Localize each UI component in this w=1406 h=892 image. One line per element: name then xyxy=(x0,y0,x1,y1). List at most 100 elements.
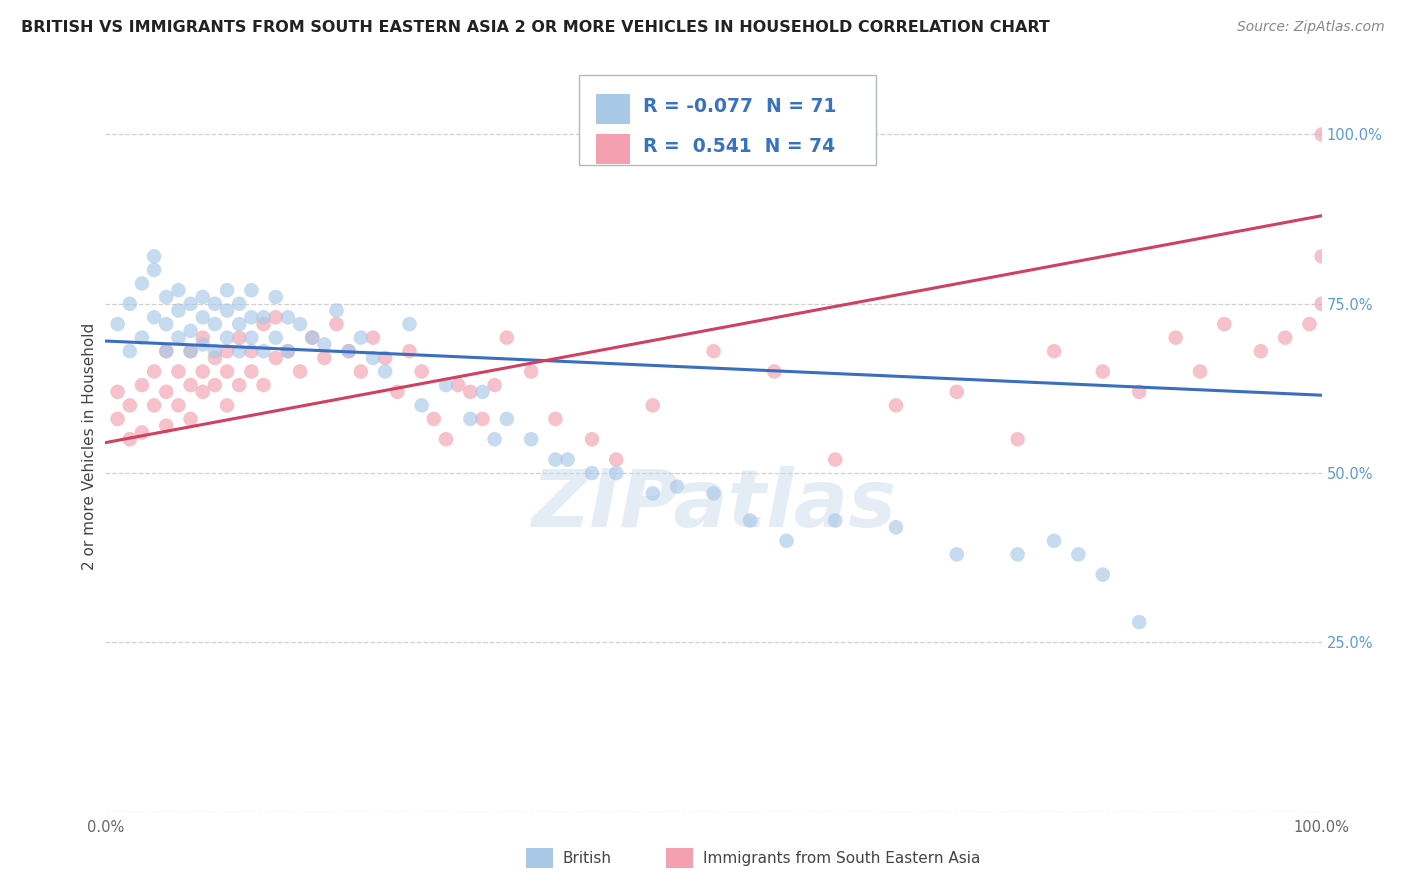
Point xyxy=(1250,344,1272,359)
Text: Immigrants from South Eastern Asia: Immigrants from South Eastern Asia xyxy=(703,851,980,865)
Point xyxy=(143,310,166,325)
Point xyxy=(240,283,263,297)
Point xyxy=(666,480,689,494)
Point xyxy=(1091,567,1114,582)
Point xyxy=(605,452,627,467)
Point xyxy=(143,263,166,277)
Point xyxy=(204,317,226,331)
Point xyxy=(118,432,141,446)
Text: R =  0.541  N = 74: R = 0.541 N = 74 xyxy=(643,136,835,156)
Point xyxy=(107,412,129,426)
Y-axis label: 2 or more Vehicles in Household: 2 or more Vehicles in Household xyxy=(82,322,97,570)
Point xyxy=(228,317,250,331)
Point xyxy=(495,331,517,345)
Point xyxy=(167,398,190,412)
Point xyxy=(217,283,239,297)
Point xyxy=(191,364,214,378)
Point xyxy=(387,384,409,399)
Point xyxy=(520,432,543,446)
Point xyxy=(471,384,494,399)
Point xyxy=(337,344,360,359)
Point xyxy=(252,310,274,325)
Point xyxy=(1310,297,1333,311)
Point xyxy=(702,344,725,359)
Point xyxy=(361,351,384,365)
Point xyxy=(155,344,177,359)
Point xyxy=(228,297,250,311)
Point xyxy=(118,398,141,412)
Point xyxy=(131,425,153,440)
Point xyxy=(557,452,579,467)
Point xyxy=(1274,331,1296,345)
Point xyxy=(180,344,202,359)
Point xyxy=(520,364,543,378)
Point xyxy=(264,310,287,325)
Point xyxy=(1091,364,1114,378)
Point xyxy=(641,398,664,412)
Point xyxy=(314,337,336,351)
Point xyxy=(155,384,177,399)
Point xyxy=(155,290,177,304)
Point xyxy=(204,378,226,392)
Point xyxy=(1007,547,1029,561)
Point xyxy=(277,344,299,359)
Point xyxy=(411,398,433,412)
Point xyxy=(277,344,299,359)
Point xyxy=(288,317,311,331)
Point xyxy=(167,283,190,297)
Point xyxy=(824,514,846,528)
Point xyxy=(337,344,360,359)
Point xyxy=(301,331,323,345)
Point xyxy=(458,384,481,399)
Point xyxy=(945,547,967,561)
Point xyxy=(1007,432,1029,446)
Point xyxy=(167,331,190,345)
Point xyxy=(1043,533,1066,548)
Point xyxy=(204,351,226,365)
Point xyxy=(1310,249,1333,263)
Point xyxy=(775,533,797,548)
Point xyxy=(191,384,214,399)
Point xyxy=(118,344,141,359)
Point xyxy=(325,317,347,331)
Point xyxy=(314,351,336,365)
Point xyxy=(458,412,481,426)
Point xyxy=(544,412,567,426)
Point xyxy=(217,303,239,318)
Point xyxy=(228,331,250,345)
Point xyxy=(945,384,967,399)
Point xyxy=(763,364,786,378)
Point xyxy=(252,344,274,359)
Point xyxy=(824,452,846,467)
Point xyxy=(1128,615,1150,629)
Point xyxy=(434,432,457,446)
Point xyxy=(447,378,470,392)
Point xyxy=(191,310,214,325)
Point xyxy=(228,378,250,392)
Point xyxy=(143,398,166,412)
Point xyxy=(374,351,396,365)
Point xyxy=(471,412,494,426)
Point xyxy=(884,520,907,534)
Point xyxy=(374,364,396,378)
Text: British: British xyxy=(562,851,612,865)
Point xyxy=(217,331,239,345)
Point xyxy=(884,398,907,412)
Point xyxy=(484,432,506,446)
Point xyxy=(180,324,202,338)
Point xyxy=(1128,384,1150,399)
Point xyxy=(240,331,263,345)
Point xyxy=(240,364,263,378)
Point xyxy=(398,317,420,331)
Point xyxy=(217,398,239,412)
Point xyxy=(350,331,373,345)
Point xyxy=(180,297,202,311)
Point xyxy=(361,331,384,345)
Point xyxy=(1298,317,1320,331)
Point xyxy=(155,344,177,359)
Point xyxy=(411,364,433,378)
Point xyxy=(738,514,761,528)
Point xyxy=(495,412,517,426)
Point xyxy=(264,351,287,365)
Point xyxy=(180,344,202,359)
